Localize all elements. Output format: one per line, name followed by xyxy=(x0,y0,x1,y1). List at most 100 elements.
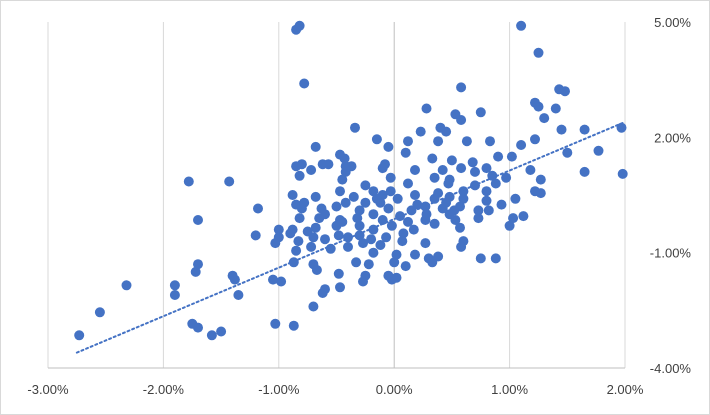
data-point-209 xyxy=(288,320,299,331)
x-tick-label-0: -3.00% xyxy=(27,382,69,397)
data-point-167 xyxy=(325,243,336,254)
data-point-184 xyxy=(190,266,201,277)
data-point-50 xyxy=(306,165,317,175)
data-point-26 xyxy=(461,136,472,147)
data-point-33 xyxy=(593,145,604,156)
data-point-27 xyxy=(485,136,495,147)
data-point-145 xyxy=(250,230,261,241)
data-point-41 xyxy=(296,159,307,170)
data-point-53 xyxy=(410,165,420,175)
data-point-67 xyxy=(535,174,546,185)
data-point-153 xyxy=(366,234,377,245)
data-point-34 xyxy=(493,151,504,162)
data-point-175 xyxy=(490,253,501,264)
data-point-32 xyxy=(562,147,573,158)
data-point-93 xyxy=(481,195,492,206)
data-point-7 xyxy=(560,86,570,97)
data-point-157 xyxy=(308,232,319,243)
data-point-64 xyxy=(385,172,396,183)
x-tick-label-4: 1.00% xyxy=(491,382,528,397)
data-point-183 xyxy=(427,257,438,268)
data-point-55 xyxy=(456,163,467,174)
data-point-51 xyxy=(340,166,351,177)
data-point-160 xyxy=(397,236,408,247)
data-point-77 xyxy=(410,190,420,200)
x-tick-label-1: -2.00% xyxy=(143,382,185,397)
data-point-76 xyxy=(385,186,396,197)
data-point-182 xyxy=(400,261,411,272)
data-point-174 xyxy=(475,253,486,264)
data-point-122 xyxy=(508,213,519,224)
data-point-115 xyxy=(483,205,494,216)
data-point-9 xyxy=(533,101,544,112)
data-point-142 xyxy=(408,224,419,235)
data-point-69 xyxy=(224,176,235,187)
data-point-186 xyxy=(333,268,344,279)
data-point-18 xyxy=(415,126,426,137)
trendline xyxy=(75,120,626,354)
data-point-181 xyxy=(389,257,400,268)
data-point-109 xyxy=(383,203,394,214)
data-point-75 xyxy=(335,186,345,197)
data-point-112 xyxy=(437,203,448,214)
data-point-74 xyxy=(360,180,371,191)
data-point-29 xyxy=(516,140,527,150)
data-point-124 xyxy=(294,213,305,224)
y-tick-label-2: 2.00% xyxy=(654,130,691,145)
data-point-59 xyxy=(617,168,628,179)
data-point-36 xyxy=(400,147,411,158)
data-point-171 xyxy=(410,249,420,260)
data-point-165 xyxy=(291,245,302,256)
data-point-43 xyxy=(323,159,334,170)
data-point-129 xyxy=(403,216,413,227)
data-point-210 xyxy=(206,330,217,341)
data-point-19 xyxy=(556,124,567,135)
data-point-2 xyxy=(299,78,310,89)
data-point-39 xyxy=(427,153,438,164)
data-point-31 xyxy=(383,141,394,152)
data-point-211 xyxy=(74,330,85,341)
data-point-207 xyxy=(193,322,203,333)
data-point-155 xyxy=(398,228,409,239)
data-point-136 xyxy=(310,222,321,233)
data-point-159 xyxy=(375,240,386,250)
data-point-108 xyxy=(354,205,365,216)
data-point-123 xyxy=(193,215,203,225)
data-point-130 xyxy=(420,215,431,225)
data-point-164 xyxy=(270,238,281,249)
data-point-194 xyxy=(358,276,368,287)
data-point-117 xyxy=(368,209,379,220)
data-point-65 xyxy=(429,172,440,183)
data-points xyxy=(74,20,628,341)
y-tick-label-1: -1.00% xyxy=(650,246,692,261)
data-point-38 xyxy=(339,153,350,164)
data-point-105 xyxy=(253,203,263,214)
data-point-141 xyxy=(386,220,397,231)
data-point-154 xyxy=(381,232,392,243)
x-tick-label-5: 2.00% xyxy=(607,382,644,397)
data-point-85 xyxy=(348,191,359,202)
data-point-3 xyxy=(516,20,527,31)
data-point-143 xyxy=(455,222,465,233)
data-point-54 xyxy=(437,165,448,175)
data-point-98 xyxy=(340,197,351,208)
y-tick-label-0: -4.00% xyxy=(650,361,692,376)
y-tick-labels: -4.00% -1.00% 2.00% 5.00% xyxy=(650,15,692,376)
data-point-208 xyxy=(270,318,281,329)
data-point-192 xyxy=(268,274,278,285)
data-point-94 xyxy=(510,193,521,204)
data-point-166 xyxy=(306,241,317,252)
data-point-125 xyxy=(314,213,325,224)
data-point-11 xyxy=(421,103,432,114)
data-point-83 xyxy=(287,190,298,200)
data-point-21 xyxy=(616,122,627,133)
data-point-134 xyxy=(273,224,284,235)
data-point-156 xyxy=(293,236,304,247)
data-point-191 xyxy=(229,274,240,285)
data-point-5 xyxy=(456,82,467,93)
data-point-52 xyxy=(377,163,388,174)
data-point-176 xyxy=(193,259,203,270)
data-point-193 xyxy=(276,276,287,287)
data-point-30 xyxy=(310,141,321,152)
